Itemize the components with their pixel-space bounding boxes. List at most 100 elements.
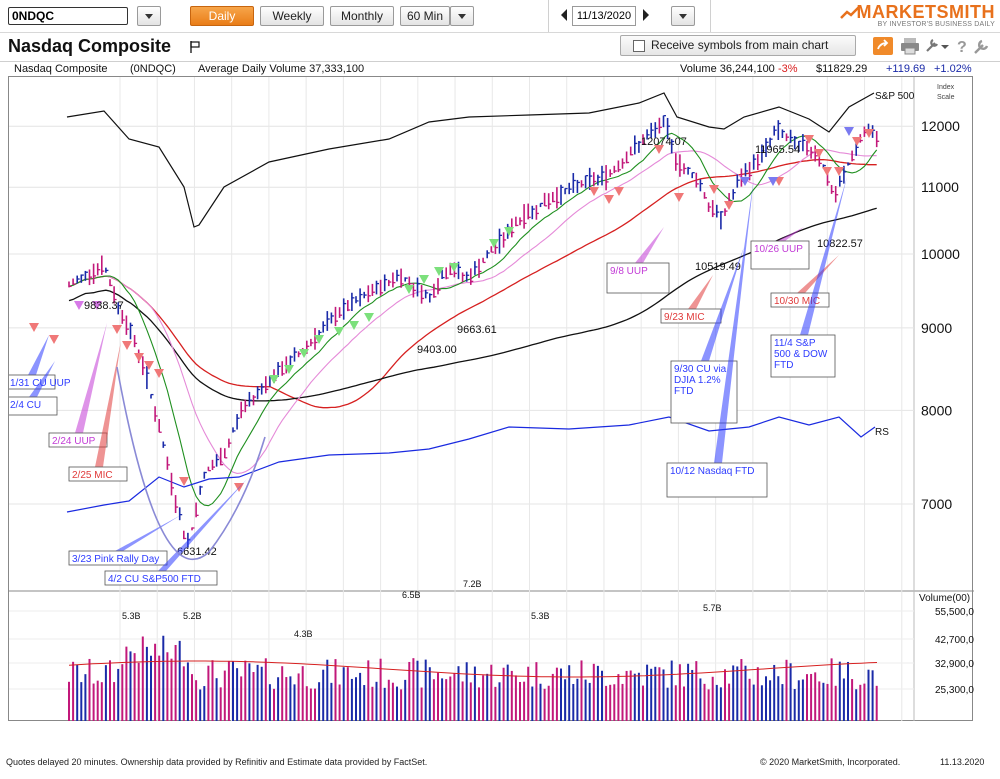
annotation-pointer [688,275,713,309]
price-bar [293,347,297,362]
price-bar [843,165,847,184]
annotation-box [770,334,836,378]
price-bar [404,277,408,282]
flag-icon[interactable] [190,41,200,53]
price-bar [769,137,773,148]
annotation-text: 11/4 S&P [774,338,816,349]
price-bar [773,125,777,136]
period-dropdown-button[interactable] [450,6,474,26]
price-bar [802,134,806,152]
volume-spike-label: 5.2B [183,611,202,621]
period-daily-button[interactable]: Daily [190,6,254,26]
rs-line [66,416,876,513]
symbol-input[interactable]: 0NDQC [8,7,128,25]
wrench-icon[interactable] [972,37,992,55]
price-bar [252,395,256,406]
price-bar [146,365,150,390]
sell-arrow-icon [822,167,832,176]
price-value-label: 10822.57 [817,238,863,250]
price-bar [101,255,105,275]
price-bar [154,406,158,422]
price-bar [789,129,794,144]
annotation-text: 9/30 CU via [674,364,727,375]
price-bar [781,129,785,139]
price-bar [580,180,584,188]
price-bar [461,272,466,282]
price-bar [662,115,666,128]
title-bar: Nasdaq Composite Receive symbols from ma… [0,33,1000,62]
period-weekly-button[interactable]: Weekly [260,6,324,26]
annotation-box [48,432,108,448]
logo-name: MARKETSMITH [856,2,995,22]
price-bar [703,192,707,199]
price-bar [560,184,564,205]
price-bar [715,204,720,218]
price-bar [502,232,507,248]
date-dropdown-button[interactable] [671,6,695,26]
price-bar [875,130,880,148]
price-bar [642,134,646,145]
price-bar [469,268,474,285]
price-bar [646,129,650,140]
cu-arrow-icon [768,177,778,186]
price-bar [744,163,748,177]
price-bar [117,302,121,315]
price-bar [228,438,232,448]
price-bar [482,257,486,264]
price-tick-label: 8000 [921,402,952,418]
price-bar [363,291,367,299]
price-bar [486,250,490,259]
price-bar [465,271,470,282]
sell-arrow-icon [589,187,599,196]
annotation-pointer [95,341,121,467]
symbol-dropdown-button[interactable] [137,6,161,26]
volume-average-line [68,660,878,678]
price-bar [679,154,683,177]
receive-symbols-toggle[interactable]: Receive symbols from main chart [620,35,856,56]
next-date-arrow-icon[interactable] [643,9,649,21]
sp500-label: S&P 500 [875,91,915,102]
settings-tools-icon[interactable] [925,37,951,55]
annotation-text: 9/8 UUP [610,266,648,277]
share-icon[interactable] [873,37,893,55]
price-bar [498,228,502,254]
sell-arrow-icon [144,361,154,370]
chevron-down-icon [458,14,466,19]
price-bar [720,211,724,230]
price-bar [814,145,818,162]
period-60min-button[interactable]: 60 Min [400,6,450,26]
date-input[interactable]: 11/13/2020 [572,6,636,26]
price-bar [613,165,617,174]
print-icon[interactable] [900,37,920,55]
price-tick-label: 10000 [921,246,960,262]
price-bar [576,179,580,194]
price-bar [322,321,326,333]
price-bar [211,459,215,470]
price-bar [92,263,97,284]
sell-arrow-icon [604,195,614,204]
price-bar [76,275,80,284]
annotation-text: 10/12 Nasdaq FTD [670,466,755,477]
price-bar [457,261,461,280]
prev-date-arrow-icon[interactable] [561,9,567,21]
sell-arrow-icon [179,477,189,486]
price-value-label: 9663.61 [457,324,497,336]
price-bar [199,485,203,495]
volume-axis-title: Volume(00) [919,593,970,604]
info-name: Nasdaq Composite [14,63,108,75]
price-bar [351,292,355,311]
annotation-text: DJIA 1.2% [674,375,721,386]
volume-tick-label: 42,700,000 [935,635,974,646]
price-bar [281,361,285,376]
annotation-pointer [635,227,664,263]
price-bar [330,312,334,324]
marketsmith-logo: MARKETSMITH BY INVESTOR'S BUSINESS DAILY [820,2,995,30]
price-bar [490,246,494,253]
divider [548,0,549,32]
volume-spike-label: 5.3B [531,611,550,621]
buy-arrow-icon [434,267,444,276]
help-icon[interactable]: ? [952,37,972,55]
receive-symbols-checkbox[interactable] [633,40,645,52]
period-monthly-button[interactable]: Monthly [330,6,394,26]
